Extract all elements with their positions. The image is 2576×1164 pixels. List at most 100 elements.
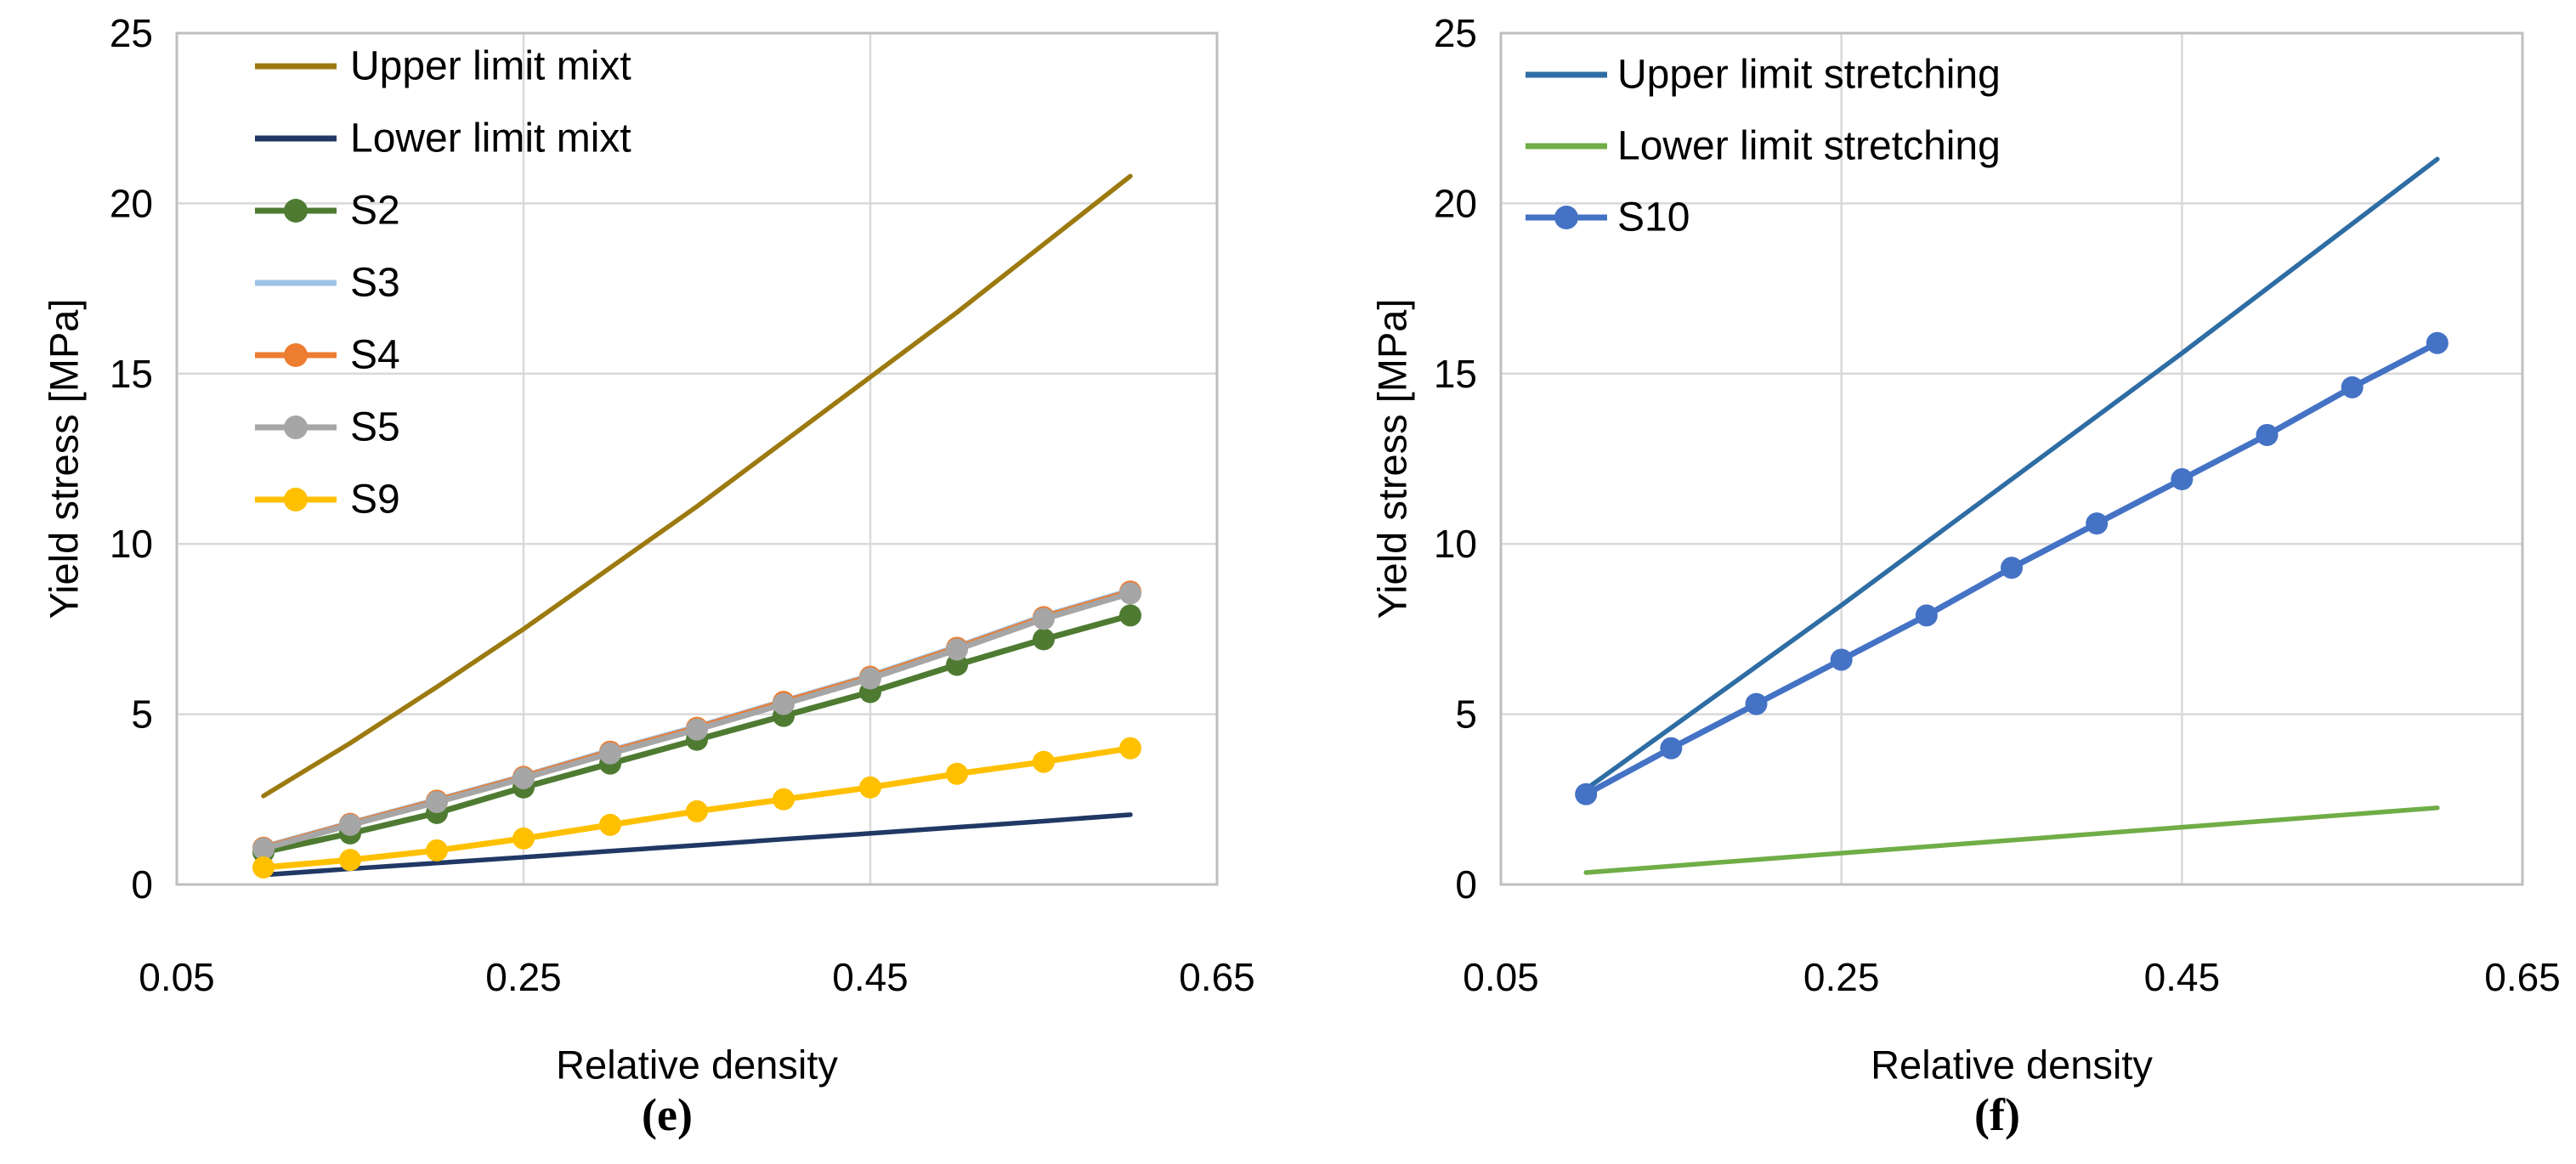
data-point [773, 788, 795, 811]
x-tick-label: 0.45 [2144, 955, 2221, 999]
x-tick-label: 0.05 [1463, 955, 1539, 999]
data-point [1915, 604, 1938, 627]
legend-label: S9 [350, 477, 400, 523]
y-axis-title-e: Yield stress [MPa] [42, 299, 87, 619]
y-axis-title-f: Yield stress [MPa] [1370, 299, 1415, 619]
legend-swatch-marker [284, 199, 308, 223]
legend: Upper limit mixt Lower limit mixt S2 S3 S4 S5… [255, 44, 631, 523]
data-point [2171, 468, 2194, 491]
series-Lower-limit-stretching [1583, 805, 2440, 875]
y-tick-label: 20 [110, 181, 153, 225]
data-point [2086, 512, 2109, 535]
y-tick-label: 15 [110, 352, 153, 396]
data-point [1575, 783, 1598, 805]
series-line [261, 812, 1133, 878]
legend-label: Upper limit mixt [350, 44, 631, 89]
data-point [426, 839, 448, 862]
data-point [1033, 628, 1055, 651]
legend-label: Lower limit mixt [350, 116, 631, 161]
y-tick-label: 0 [1455, 862, 1477, 907]
legend: Upper limit stretching Lower limit stretc… [1526, 53, 2001, 240]
data-point [1119, 737, 1141, 760]
legend-item-S3: S3 [255, 261, 400, 306]
legend-label: S10 [1617, 195, 1690, 240]
legend-swatch-marker [284, 488, 308, 511]
legend-item-Upper-limit-stretching: Upper limit stretching [1526, 53, 2001, 98]
x-tick-label: 0.45 [832, 955, 909, 999]
data-point [252, 856, 275, 879]
legend-label: S5 [350, 405, 400, 450]
data-point [1119, 582, 1141, 605]
y-tick-label: 10 [1434, 522, 1477, 566]
chart-f: 0 5 10 15 20 25 0.05 0.25 0.45 0.65 Upper limit st… [1370, 11, 2561, 1140]
x-tick-label: 0.25 [485, 955, 562, 999]
y-tick-label: 25 [1434, 11, 1477, 55]
x-tick-label: 0.65 [1179, 955, 1255, 999]
y-tick-label: 20 [1434, 181, 1477, 225]
data-point [1033, 750, 1055, 773]
series-S9 [252, 737, 1141, 879]
data-point [2341, 376, 2364, 398]
chart-f-plot: 0 5 10 15 20 25 0.05 0.25 0.45 0.65 Upper limit st… [1434, 11, 2561, 999]
plot-border [175, 31, 1219, 886]
legend-swatch-marker [1554, 206, 1578, 229]
data-point [686, 718, 708, 741]
data-point [426, 791, 448, 814]
legend-item-S2: S2 [255, 189, 400, 234]
legend-item-S10: S10 [1526, 195, 1690, 240]
data-point [1033, 607, 1055, 630]
chart-caption-f: (f) [1974, 1089, 2020, 1140]
data-point [2426, 331, 2449, 354]
plot-border [1499, 31, 2524, 886]
series-line [261, 173, 1133, 799]
data-point [512, 827, 535, 850]
series-Upper-limit-stretching [1583, 156, 2440, 792]
data-point [599, 742, 621, 765]
x-tick-label: 0.05 [139, 955, 215, 999]
data-point [1745, 692, 1768, 715]
data-point [512, 766, 535, 789]
data-point [686, 800, 708, 822]
x-axis-title-e: Relative density [556, 1043, 838, 1088]
data-point [599, 813, 621, 836]
chart-e-plot: 0 5 10 15 20 25 0.05 0.25 0.45 0.65 Upper limit mi… [110, 11, 1255, 999]
data-point [339, 849, 361, 872]
series-line [1583, 805, 2440, 875]
legend-item-S9: S9 [255, 477, 400, 523]
data-point [1119, 604, 1141, 627]
legend-item-Upper-limit-mixt: Upper limit mixt [255, 44, 631, 89]
data-point [339, 813, 361, 836]
legend-label: Lower limit stretching [1617, 124, 2001, 169]
legend-label: Upper limit stretching [1617, 53, 2001, 98]
y-tick-label: 5 [1455, 692, 1477, 737]
data-point [859, 776, 881, 799]
legend-label: S4 [350, 333, 400, 378]
legend-item-Lower-limit-mixt: Lower limit mixt [255, 116, 631, 161]
chart-caption-e: (e) [642, 1089, 693, 1140]
data-point [2001, 557, 2023, 579]
data-point [252, 837, 275, 860]
y-tick-label: 25 [110, 11, 153, 55]
series-Upper-limit-mixt [261, 173, 1133, 799]
legend-swatch-marker [284, 415, 308, 439]
x-axis-title-f: Relative density [1871, 1043, 2153, 1088]
data-point [946, 762, 968, 785]
legend-label: S3 [350, 261, 400, 306]
series-Lower-limit-mixt [261, 812, 1133, 878]
legend-label: S2 [350, 189, 400, 234]
x-tick-label: 0.65 [2484, 955, 2561, 999]
legend-swatch-marker [284, 343, 308, 367]
series-S10 [1575, 331, 2449, 805]
data-point [946, 638, 968, 661]
legend-item-S5: S5 [255, 405, 400, 450]
x-tick-label: 0.25 [1803, 955, 1880, 999]
data-point [773, 692, 795, 715]
y-tick-label: 0 [131, 862, 153, 907]
legend-item-Lower-limit-stretching: Lower limit stretching [1526, 124, 2001, 169]
y-tick-label: 15 [1434, 352, 1477, 396]
data-point [2256, 423, 2279, 446]
data-point [946, 653, 968, 676]
series-S5 [252, 582, 1141, 860]
